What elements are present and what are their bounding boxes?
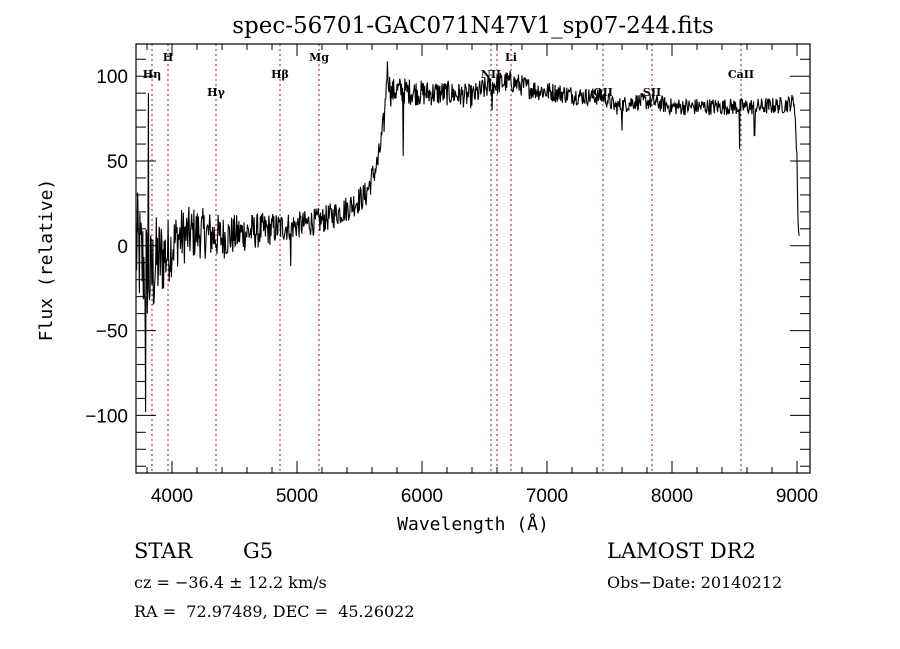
x-tick-label: 6000 (401, 486, 443, 507)
x-axis-label: Wavelength (Å) (397, 513, 549, 535)
y-axis-label: Flux (relative) (36, 179, 57, 342)
x-tick-label: 8000 (651, 486, 693, 507)
chart-title: spec-56701-GAC071N47V1_sp07-244.fits (232, 13, 714, 39)
y-tick-label: 100 (96, 67, 128, 88)
spectral-line-label: Mg (309, 51, 329, 64)
object-class: STAR (134, 539, 193, 563)
y-axis-ticks: −100 −50 0 50 100 (85, 58, 810, 467)
spectral-line-label: Hη (143, 68, 161, 81)
x-tick-label: 9000 (776, 486, 818, 507)
spectrum-series (135, 61, 800, 413)
x-axis-ticks: 4000 5000 6000 7000 8000 9000 (146, 44, 818, 507)
object-subclass: G5 (243, 539, 274, 563)
plot-frame (135, 43, 811, 474)
x-tick-label: 5000 (276, 486, 318, 507)
x-tick-label: 7000 (526, 486, 568, 507)
spectral-line-label: H (163, 51, 173, 64)
survey-name: LAMOST DR2 (607, 539, 756, 563)
y-tick-label: −100 (85, 406, 128, 427)
y-tick-label: 50 (107, 152, 128, 173)
spectral-line-label: Hγ (207, 86, 225, 99)
y-tick-label: −50 (96, 322, 128, 343)
redshift-info: cz = −36.4 ± 12.2 km/s (134, 573, 327, 592)
flux-line (135, 61, 800, 413)
spectral-line-label: CaII (728, 68, 754, 81)
y-tick-label: 0 (117, 237, 128, 258)
x-tick-label: 4000 (151, 486, 193, 507)
spectral-line-label: NII (481, 68, 501, 81)
spectral-line-label: Li (505, 51, 517, 64)
coordinates-info: RA = 72.97489, DEC = 45.26022 (134, 602, 415, 621)
observation-date: Obs−Date: 20140212 (607, 573, 783, 592)
spectral-line-label: Hβ (271, 68, 289, 81)
